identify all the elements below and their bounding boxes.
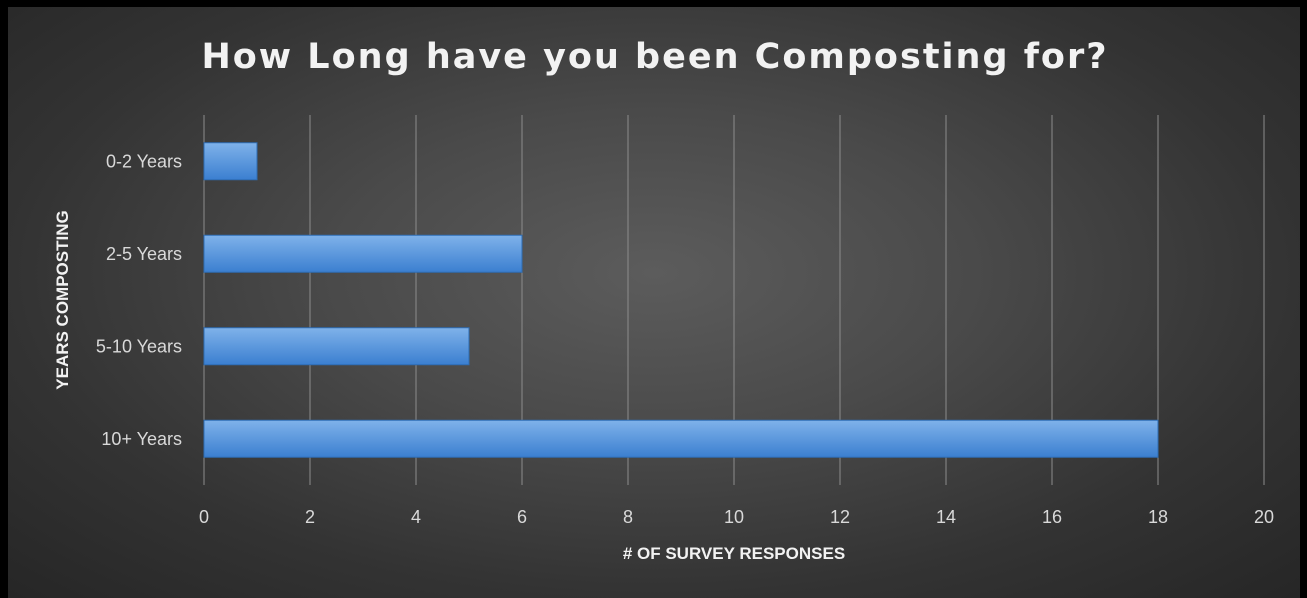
bar [203,327,470,366]
x-tick-label: 4 [411,507,421,527]
x-axis-title: # OF SURVEY RESPONSES [623,544,845,563]
bar [203,419,1159,458]
chart-area [8,7,1300,598]
x-tick-label: 20 [1254,507,1274,527]
y-tick-label: 5-10 Years [96,336,182,356]
x-tick-label: 12 [830,507,850,527]
y-tick-label: 2-5 Years [106,244,182,264]
y-axis-tick-labels: 0-2 Years 2-5 Years 5-10 Years 10+ Years [96,151,182,449]
x-tick-label: 6 [517,507,527,527]
bars [203,142,1159,458]
y-tick-label: 10+ Years [101,429,182,449]
x-tick-label: 8 [623,507,633,527]
x-tick-label: 10 [724,507,744,527]
x-axis-tick-labels: 0 2 4 6 8 10 12 14 16 18 20 [199,507,1274,527]
bar [203,234,523,273]
bar [203,142,258,181]
y-tick-label: 0-2 Years [106,151,182,171]
x-tick-label: 0 [199,507,209,527]
y-axis-title: YEARS COMPOSTING [53,210,72,389]
x-tick-label: 14 [936,507,956,527]
x-tick-label: 2 [305,507,315,527]
chart-title: How Long have you been Composting for? [201,37,1108,77]
x-tick-label: 18 [1148,507,1168,527]
x-tick-label: 16 [1042,507,1062,527]
